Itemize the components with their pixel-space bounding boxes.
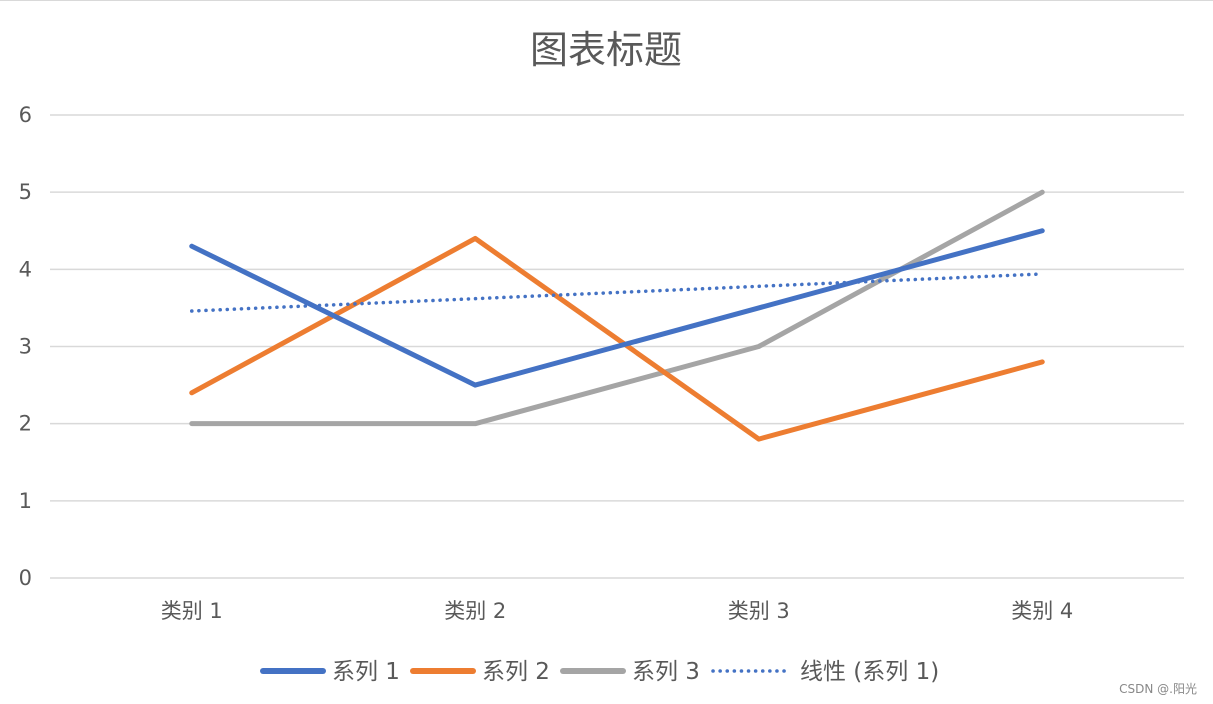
y-tick-label: 0 xyxy=(19,566,32,590)
x-axis-tick-labels: 类别 1 类别 2 类别 3 类别 4 xyxy=(161,599,1074,623)
legend-label: 线性 (系列 1) xyxy=(800,659,939,685)
x-tick-label: 类别 3 xyxy=(728,599,790,623)
y-tick-label: 1 xyxy=(19,489,32,513)
series-line-1 xyxy=(189,228,1045,388)
series-line-2 xyxy=(189,235,1045,442)
legend-label: 系列 1 xyxy=(332,659,400,685)
x-tick-label: 类别 2 xyxy=(444,599,506,623)
y-tick-label: 3 xyxy=(19,335,32,359)
y-tick-label: 6 xyxy=(19,103,32,127)
watermark: CSDN @.阳光 xyxy=(1119,682,1197,696)
legend-label: 系列 3 xyxy=(632,659,700,685)
chart-title: 图表标题 xyxy=(530,28,682,72)
legend: 系列 1 系列 2 系列 3 线性 (系列 1) xyxy=(260,659,939,685)
y-tick-label: 5 xyxy=(19,180,32,204)
y-tick-label: 4 xyxy=(19,257,32,281)
y-tick-label: 2 xyxy=(19,412,32,436)
series-lines xyxy=(189,189,1045,442)
trendline-series-1 xyxy=(190,272,1044,313)
x-tick-label: 类别 4 xyxy=(1011,599,1073,623)
y-axis-tick-labels: 0 1 2 3 4 5 6 xyxy=(19,103,32,590)
legend-label: 系列 2 xyxy=(482,659,550,685)
x-tick-label: 类别 1 xyxy=(161,599,223,623)
